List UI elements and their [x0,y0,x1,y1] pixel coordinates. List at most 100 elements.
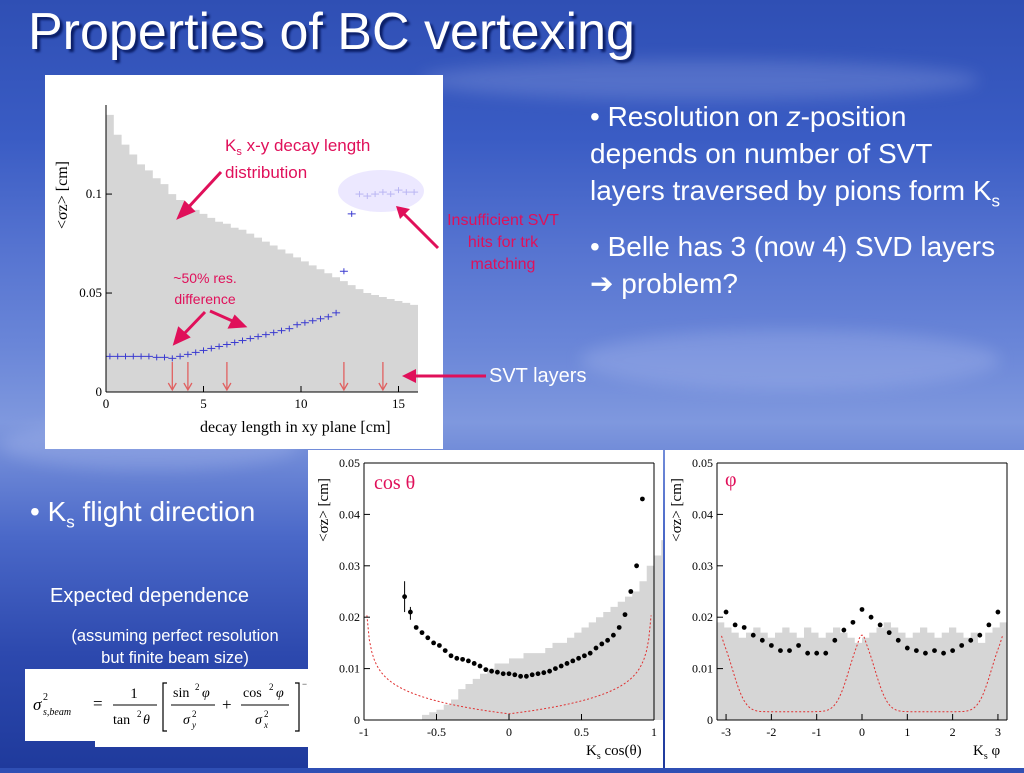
slide-title: Properties of BC vertexing [28,3,635,61]
svg-text:y: y [191,720,196,730]
data-point [622,612,628,618]
data-point [582,653,587,659]
data-point [995,609,1001,615]
data-point [932,648,937,654]
phi-chart: -3 -2 -1 0 1 2 3 0 0.01 0.02 0.03 0.04 0.05 φ <σz> [… [669,456,1008,762]
x-axis-label: Ks φ [973,743,1001,762]
decay-length-chart: 0 5 10 15 0 0.05 0.1 decay length in xy plane … [54,105,424,436]
y-tick-label: 0 [354,713,360,727]
data-point [448,653,454,659]
data-point [634,563,639,569]
svg-text:sin: sin [173,686,189,701]
svg-text:=: = [93,694,103,713]
data-point [564,661,570,666]
insufficient-line2: hits for trk [468,234,539,251]
data-point [512,672,518,678]
beam-size-formula: σ 2 s,beam = 1 tan 2 θ sin 2 φ σ 2 y + c… [33,679,312,732]
data-point [599,641,605,647]
data-point [605,637,610,643]
data-point [454,655,460,661]
cloud-streak [580,330,1000,390]
chart-title: φ [725,469,737,491]
svg-text:φ: φ [202,686,210,701]
data-point [518,673,523,679]
data-point [483,667,489,673]
svg-text:1: 1 [130,686,138,702]
annotation-arrows [172,170,248,346]
data-point [529,672,535,678]
data-point [832,637,838,643]
chart-title: cos θ [374,472,415,494]
bullet-list: • Resolution on z-position depends on nu… [590,98,1010,310]
svg-text:2: 2 [269,682,274,692]
insufficient-line3: matching [471,256,536,273]
histogram-area [106,114,418,393]
insufficient-arrow [396,206,440,250]
svt-layers-arrow [402,369,486,383]
svg-text:s,beam: s,beam [43,707,71,718]
data-point [547,668,552,674]
y-tick-label: 0.04 [339,507,360,521]
data-point [959,643,965,648]
svt-layer-arrowhead [378,382,388,392]
x-tick-label: 0 [103,396,110,411]
bullet-belle: • Belle has 3 (now 4) SVD layers ➔ probl… [590,230,996,299]
y-tick-label: 0.02 [339,610,360,624]
data-point [778,648,783,654]
y-tick-label: 0.05 [692,456,713,470]
data-point [506,671,512,677]
y-tick-label: 0.1 [86,186,102,201]
data-point [787,648,792,654]
data-point [541,670,547,676]
data-point [968,637,974,643]
y-tick-label: 0.05 [339,456,360,470]
svg-text:φ: φ [276,686,284,701]
expected-curve [721,634,1003,713]
annotation-resolution: ~50% res. [173,270,236,286]
insufficient-line1: Insufficient SVT [447,212,559,229]
data-point [616,625,622,630]
y-tick-label: 0.02 [692,610,713,624]
data-point [489,668,494,674]
x-tick-label: 15 [392,396,405,411]
svg-text:2: 2 [195,682,200,692]
data-point [895,637,901,643]
data-point [535,671,541,677]
data-point [593,645,599,651]
data-point [553,666,558,671]
data-point [419,630,425,636]
data-point [814,650,820,656]
formula-box: σ 2 s,beam = 1 tan 2 θ sin 2 φ σ 2 y + c… [25,669,325,741]
data-point [923,650,928,656]
data-point [460,656,465,662]
data-point [750,632,756,638]
data-point [576,655,581,661]
data-point [941,650,946,656]
y-tick-label: 0.01 [692,662,713,676]
x-tick-label: 3 [995,725,1001,739]
data-point [587,650,593,656]
data-point [628,589,634,594]
annotation-distribution-line2: distribution [225,163,307,182]
x-axis-label: decay length in xy plane [cm] [200,419,391,436]
svt-layers-label: SVT layers [489,365,587,387]
cloud-streak [420,60,980,100]
y-tick-label: 0.03 [339,559,360,573]
data-point [868,614,874,620]
y-tick-label: 0.05 [79,285,102,300]
data-point [495,669,500,675]
data-point [466,658,471,664]
svg-text:−1: −1 [302,679,312,689]
data-point [823,650,829,656]
x-tick-label: -0.5 [427,725,446,739]
histogram-area [717,622,1007,720]
svg-text:x: x [263,720,268,730]
cos-theta-chart: -1 -0.5 0 0.5 1 0 0.01 0.02 0.03 0.04 0.05 cos θ <… [316,456,727,762]
data-point [986,622,992,628]
svg-text:σ: σ [33,695,42,714]
svg-text:2: 2 [192,709,197,719]
data-point [859,607,865,612]
phi-chart-panel: -3 -2 -1 0 1 2 3 0 0.01 0.02 0.03 0.04 0.05 φ <σz> [… [665,450,1024,768]
annotation-distribution: Ks x-y decay length [225,136,370,158]
expected-curve [366,615,652,715]
